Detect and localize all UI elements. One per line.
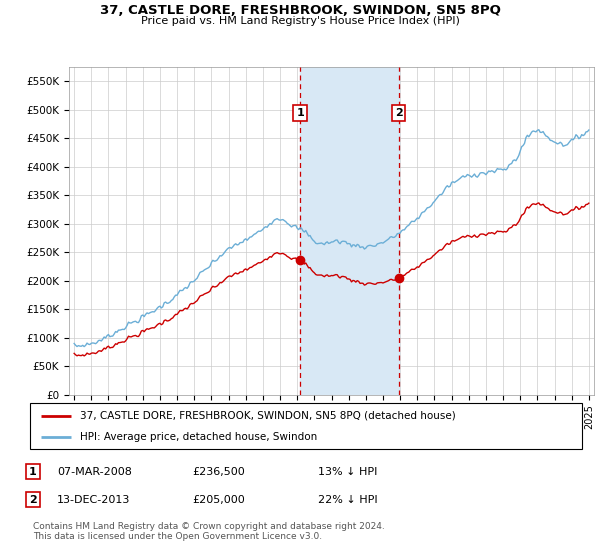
Text: 1: 1 xyxy=(29,466,37,477)
Bar xyxy=(300,67,399,395)
Text: HPI: Average price, detached house, Swindon: HPI: Average price, detached house, Swin… xyxy=(80,432,317,442)
Text: 13-DEC-2013: 13-DEC-2013 xyxy=(57,494,130,505)
Text: Contains HM Land Registry data © Crown copyright and database right 2024.
This d: Contains HM Land Registry data © Crown c… xyxy=(33,522,385,542)
Text: Price paid vs. HM Land Registry's House Price Index (HPI): Price paid vs. HM Land Registry's House … xyxy=(140,16,460,26)
Text: 37, CASTLE DORE, FRESHBROOK, SWINDON, SN5 8PQ: 37, CASTLE DORE, FRESHBROOK, SWINDON, SN… xyxy=(100,4,500,17)
Text: 07-MAR-2008: 07-MAR-2008 xyxy=(57,466,132,477)
Text: 2: 2 xyxy=(29,494,37,505)
Text: £236,500: £236,500 xyxy=(192,466,245,477)
Text: 13% ↓ HPI: 13% ↓ HPI xyxy=(318,466,377,477)
Text: 37, CASTLE DORE, FRESHBROOK, SWINDON, SN5 8PQ (detached house): 37, CASTLE DORE, FRESHBROOK, SWINDON, SN… xyxy=(80,410,455,421)
Text: 2: 2 xyxy=(395,108,403,118)
Text: 1: 1 xyxy=(296,108,304,118)
Text: £205,000: £205,000 xyxy=(192,494,245,505)
Text: 22% ↓ HPI: 22% ↓ HPI xyxy=(318,494,377,505)
